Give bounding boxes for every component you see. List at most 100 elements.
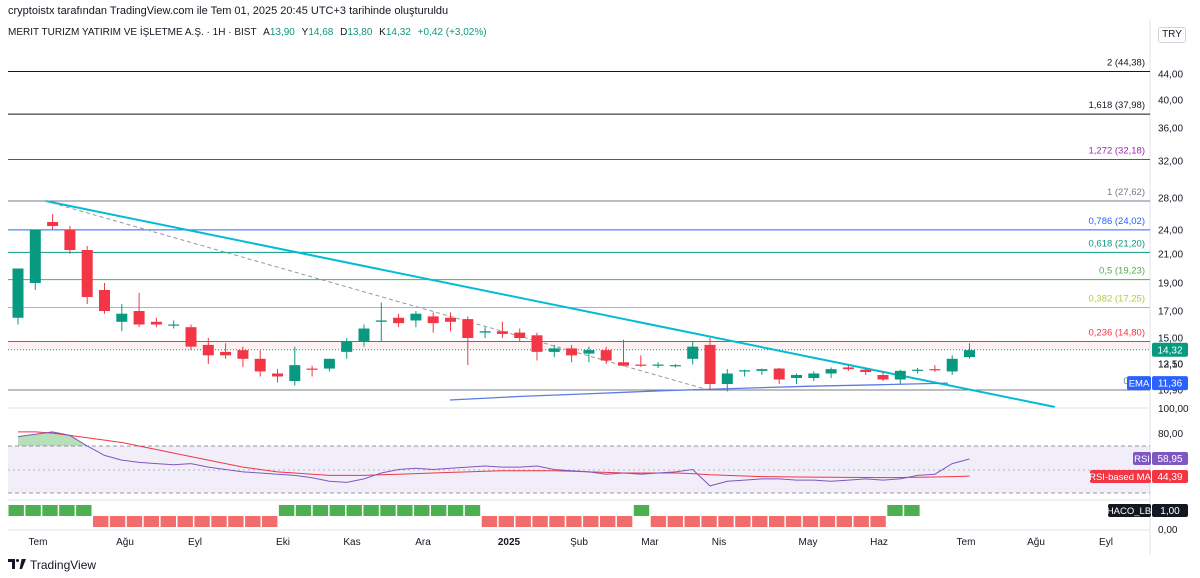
ema-layer — [449, 382, 949, 401]
rsi-tick-label: 100,00 — [1158, 404, 1189, 415]
haco-bar — [718, 516, 734, 527]
trendlines — [45, 200, 1056, 408]
candle-body — [99, 290, 110, 311]
rsi-ma-name-text: RSI-based MA — [1089, 472, 1151, 483]
haco-bar — [583, 516, 599, 527]
time-tick-label: Eyl — [188, 537, 202, 548]
candle-body — [687, 346, 699, 359]
candle-body — [150, 321, 162, 325]
candle-body — [237, 350, 249, 359]
ema-name-text: EMA — [1129, 379, 1150, 390]
haco-bar — [836, 516, 852, 527]
fib-label: 0,618 (21,20) — [1088, 238, 1145, 249]
haco-bar — [819, 516, 836, 527]
price-tick-label: 40,00 — [1158, 96, 1183, 107]
candle-body — [773, 368, 785, 380]
close-label: K — [379, 27, 386, 38]
candle-body — [583, 350, 595, 354]
candle-body — [202, 344, 214, 356]
fib-label: 1,618 (37,98) — [1088, 100, 1145, 111]
symbol-title: MERIT TURIZM YATIRIM VE İŞLETME A.Ş. · 1… — [8, 27, 257, 38]
candle-body — [306, 368, 318, 370]
chart-canvas[interactable]: 2 (44,38) 1,618 (37,98) 1,272 (32,18) 1 (27… — [0, 20, 1200, 555]
candle-body — [323, 358, 335, 369]
haco-bar — [414, 505, 430, 516]
time-tick-label: Eyl — [1099, 537, 1113, 548]
haco-bar — [177, 516, 193, 527]
candle-body — [929, 369, 941, 371]
close-value: 14,32 — [385, 27, 411, 38]
low-value: 13,80 — [347, 27, 373, 38]
time-tick-label: Kas — [343, 537, 360, 548]
candle-body — [964, 350, 975, 358]
rsi-ma-value-text: 44,39 — [1157, 472, 1182, 483]
price-tick-label: 12,10 — [1158, 360, 1183, 371]
haco-bar — [8, 505, 24, 516]
candle-body — [531, 335, 543, 352]
candle-body — [116, 313, 128, 322]
fib-label: 0,382 (17,25) — [1088, 294, 1145, 305]
ema-line — [449, 382, 949, 401]
candle-body — [635, 364, 647, 366]
candle-body — [618, 362, 629, 366]
haco-bar — [667, 516, 683, 527]
price-tick-label: 17,00 — [1158, 307, 1183, 318]
candle-body — [808, 373, 820, 378]
candle-body — [254, 358, 266, 372]
currency-button[interactable]: TRY — [1158, 27, 1186, 43]
candle-body — [894, 370, 906, 380]
rsi-name-badge — [1133, 452, 1151, 465]
haco-bar — [887, 505, 903, 516]
haco-bar — [262, 516, 278, 527]
candle-body — [825, 369, 837, 374]
rsi-line — [17, 431, 970, 487]
haco-bar — [498, 516, 514, 527]
rsi-ma-name-badge — [1090, 470, 1151, 483]
haco-pane: HACO_LB 1,00 — [8, 499, 1188, 527]
candle-body — [877, 375, 889, 380]
candle-body — [358, 328, 370, 342]
candle-body — [445, 317, 456, 322]
fib-label: 1,272 (32,18) — [1088, 146, 1145, 157]
price-tick-label: 13,50 — [1158, 360, 1183, 371]
open-value: 13,90 — [269, 27, 295, 38]
haco-bar — [600, 516, 616, 527]
candle-body — [669, 365, 681, 367]
price-tick-label: 19,00 — [1158, 279, 1183, 290]
candle-body — [860, 369, 872, 372]
candle-body — [375, 320, 387, 322]
brand-label: TradingView — [30, 558, 97, 572]
candles — [12, 214, 975, 392]
haco-bar — [363, 505, 379, 516]
haco-tick-label: 0,00 — [1158, 525, 1178, 536]
haco-bar — [245, 516, 261, 527]
candle-body — [496, 331, 508, 334]
candle-body — [168, 324, 180, 326]
symbol-header: MERIT TURIZM YATIRIM VE İŞLETME A.Ş. · 1… — [8, 27, 487, 38]
haco-name-badge — [1108, 504, 1151, 517]
price-tick-label: 24,00 — [1158, 226, 1183, 237]
haco-bar — [380, 505, 396, 516]
footer-brand[interactable]: TradingView — [8, 557, 96, 573]
time-tick-label: Ağu — [1027, 537, 1045, 548]
time-tick-label: Şub — [570, 537, 588, 548]
haco-bar — [785, 516, 802, 527]
candle-body — [29, 230, 41, 283]
candle-body — [341, 341, 353, 352]
haco-bar — [126, 516, 143, 527]
price-tick-label: 10,90 — [1158, 386, 1183, 397]
haco-name-text: HACO_LB — [1107, 506, 1151, 517]
haco-bar — [76, 505, 92, 516]
haco-bar — [566, 516, 582, 527]
candle-body — [185, 327, 197, 347]
high-label: Y — [301, 27, 309, 38]
haco-bar — [278, 505, 295, 516]
ema-value-text: 11,36 — [1158, 379, 1183, 390]
candle-body — [81, 250, 93, 297]
price-tick-label: 28,00 — [1158, 194, 1183, 205]
time-tick-label: Haz — [870, 537, 888, 548]
candle-body — [946, 358, 958, 372]
time-tick-label: May — [799, 537, 818, 548]
candle-body — [566, 348, 578, 356]
rsi-name-text: RSI — [1134, 454, 1150, 465]
